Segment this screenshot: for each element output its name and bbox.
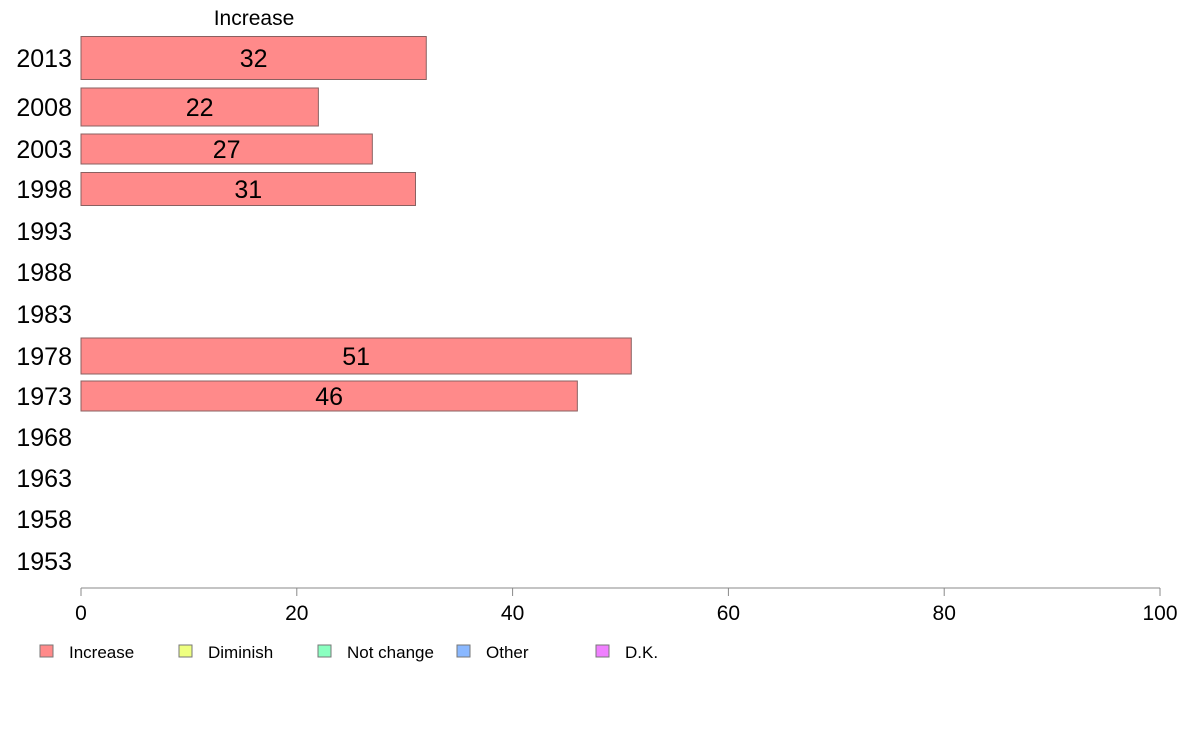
x-tick-label-60: 60 <box>717 602 740 625</box>
bars-group: 32 22 27 31 51 46 <box>80 36 632 412</box>
year-label-2008: 2008 <box>16 94 72 122</box>
legend-label-2: Not change <box>347 643 434 662</box>
year-label-1963: 1963 <box>16 465 72 493</box>
x-tick-label-20: 20 <box>285 602 308 625</box>
data-label-2013: 32 <box>240 45 268 73</box>
year-label-1958: 1958 <box>16 506 72 534</box>
x-axis: 0 20 40 60 80 100 <box>75 587 1178 625</box>
chart-title: Increase <box>214 7 295 30</box>
legend-swatch-4 <box>595 644 610 658</box>
year-label-1998: 1998 <box>16 176 72 204</box>
year-label-1988: 1988 <box>16 259 72 287</box>
bar-1998 <box>80 172 416 206</box>
x-tick-label-80: 80 <box>933 602 956 625</box>
year-label-2013: 2013 <box>16 45 72 73</box>
year-label-1968: 1968 <box>16 424 72 452</box>
legend: Increase Diminish Not change Other D.K. <box>39 643 658 662</box>
year-label-1953: 1953 <box>16 548 72 576</box>
bar-1973 <box>80 380 578 412</box>
year-labels: 2013 2008 2003 1998 1993 1988 1983 1978 1973 1968… <box>16 45 72 576</box>
bar-2008 <box>80 87 319 127</box>
legend-label-1: Diminish <box>208 643 273 662</box>
data-label-2008: 22 <box>186 94 214 122</box>
legend-swatch-1 <box>178 644 193 658</box>
data-label-1978: 51 <box>342 343 370 371</box>
year-label-1973: 1973 <box>16 383 72 411</box>
legend-label-0: Increase <box>69 643 134 662</box>
bar-1978 <box>80 337 632 375</box>
data-label-1973: 46 <box>315 383 343 411</box>
legend-swatch-3 <box>456 644 471 658</box>
year-label-2003: 2003 <box>16 136 72 164</box>
legend-swatch-2 <box>317 644 332 658</box>
x-tick-label-0: 0 <box>75 602 87 625</box>
legend-label-3: Other <box>486 643 529 662</box>
legend-swatch-0 <box>39 644 54 658</box>
year-label-1983: 1983 <box>16 301 72 329</box>
legend-label-4: D.K. <box>625 643 658 662</box>
bar-2013 <box>80 36 427 80</box>
year-label-1978: 1978 <box>16 343 72 371</box>
data-label-1998: 31 <box>234 176 262 204</box>
x-tick-label-40: 40 <box>501 602 524 625</box>
data-label-2003: 27 <box>213 136 241 164</box>
x-tick-label-100: 100 <box>1142 602 1177 625</box>
bar-2003 <box>80 133 373 165</box>
year-label-1993: 1993 <box>16 218 72 246</box>
